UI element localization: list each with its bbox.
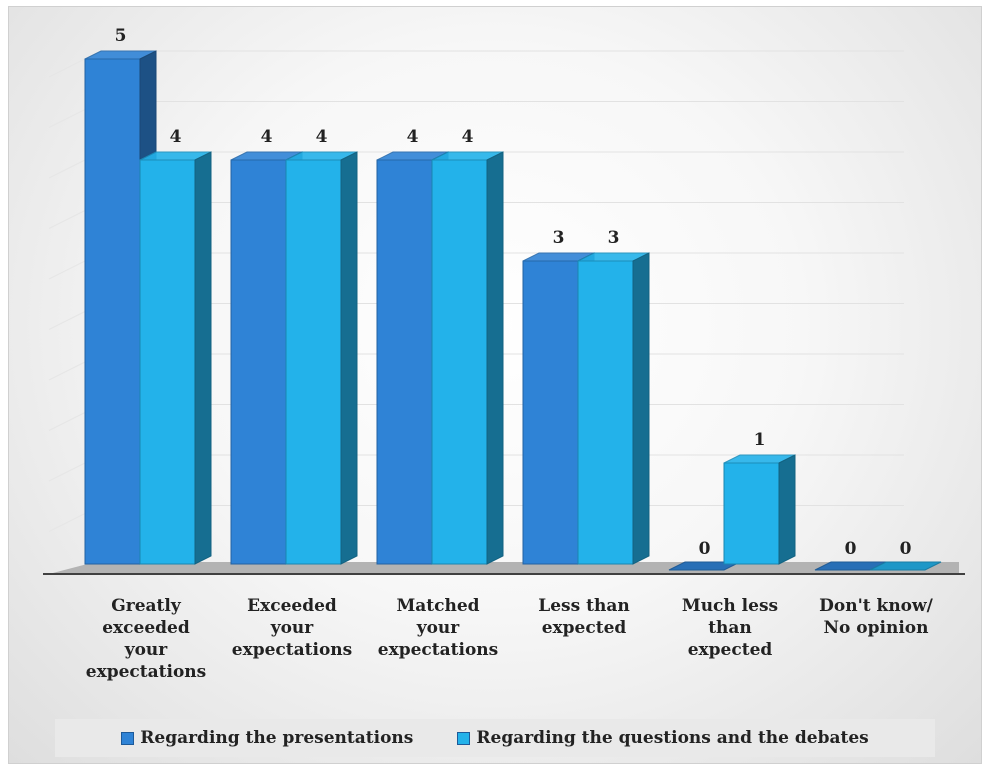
data-label: 3 (553, 228, 565, 248)
x-tick-label: Much less than expected (682, 596, 778, 660)
bar-questions-5 (869, 561, 942, 571)
x-tick-label: Exceeded your expectations (232, 596, 352, 660)
bar-questions-1 (285, 151, 358, 565)
legend-label-questions: Regarding the questions and the debates (476, 728, 869, 748)
data-label: 0 (699, 539, 711, 559)
data-label: 4 (261, 127, 273, 147)
bar-questions-0 (139, 151, 212, 565)
legend-item-questions: Regarding the questions and the debates (457, 728, 869, 748)
bar-questions-4 (723, 454, 796, 565)
data-label: 3 (608, 228, 620, 248)
data-label: 0 (845, 539, 857, 559)
legend-label-presentations: Regarding the presentations (140, 728, 414, 748)
data-label: 1 (754, 430, 766, 450)
data-label: 0 (900, 539, 912, 559)
chart-plot: 5 4 Greatly exceeded your expectations 4 4 Excee… (43, 26, 965, 682)
x-tick-label: Don't know/No opinion (819, 596, 934, 638)
bar-questions-3 (577, 252, 650, 565)
legend-swatch-questions (457, 731, 471, 745)
chart-frame: 5 4 Greatly exceeded your expectations 4 4 Excee… (8, 6, 982, 764)
legend-swatch-presentations (121, 731, 135, 745)
chart-legend: Regarding the presentations Regarding th… (55, 719, 935, 757)
x-tick-label: Greatly exceeded your expectations (86, 596, 206, 682)
data-label: 4 (170, 127, 182, 147)
x-tick-label: Less than expected (538, 596, 629, 638)
data-label: 4 (462, 127, 474, 147)
bar-questions-2 (431, 151, 504, 565)
data-label: 5 (115, 26, 127, 46)
legend-item-presentations: Regarding the presentations (121, 728, 413, 748)
x-tick-label: Matched your expectations (378, 596, 498, 660)
data-label: 4 (316, 127, 328, 147)
data-label: 4 (407, 127, 419, 147)
